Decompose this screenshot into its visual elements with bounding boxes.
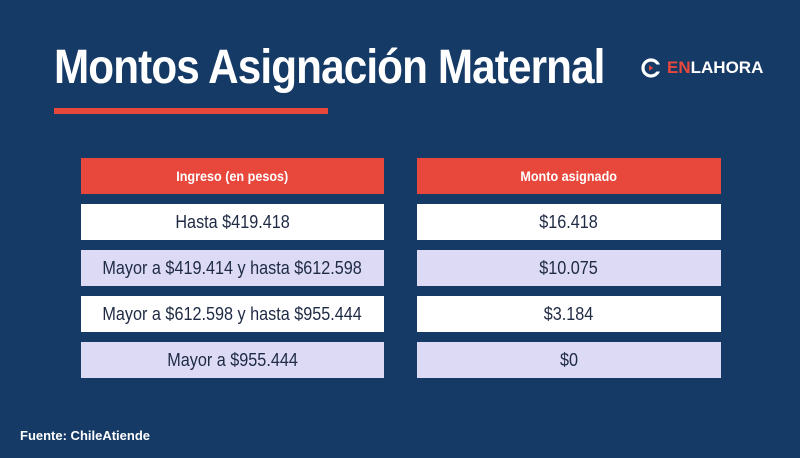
- income-column: Ingreso (en pesos) Hasta $419.418 Mayor …: [81, 158, 384, 378]
- table-cell-ingreso: Hasta $419.418: [81, 204, 384, 240]
- page-title: Montos Asignación Maternal: [54, 41, 605, 94]
- table-cell-ingreso: Mayor a $612.598 y hasta $955.444: [81, 296, 384, 332]
- enlahora-mark-icon: [641, 58, 661, 78]
- source-credit: Fuente: ChileAtiende: [20, 428, 151, 443]
- title-underline: [54, 108, 328, 114]
- table-cell-monto: $10.075: [417, 250, 721, 286]
- table-cell-monto: $3.184: [417, 296, 721, 332]
- table-cell-ingreso: Mayor a $419.414 y hasta $612.598: [81, 250, 384, 286]
- column-header-ingreso: Ingreso (en pesos): [81, 158, 384, 194]
- logo-text-en: EN: [667, 58, 691, 77]
- brand-logo: EN LAHORA: [640, 54, 763, 82]
- logo-text-lahora: LAHORA: [690, 58, 764, 77]
- table-cell-monto: $0: [417, 342, 721, 378]
- column-header-monto: Monto asignado: [417, 158, 721, 194]
- amount-column: Monto asignado $16.418 $10.075 $3.184 $0: [417, 158, 721, 378]
- table-cell-monto: $16.418: [417, 204, 721, 240]
- table-cell-ingreso: Mayor a $955.444: [81, 342, 384, 378]
